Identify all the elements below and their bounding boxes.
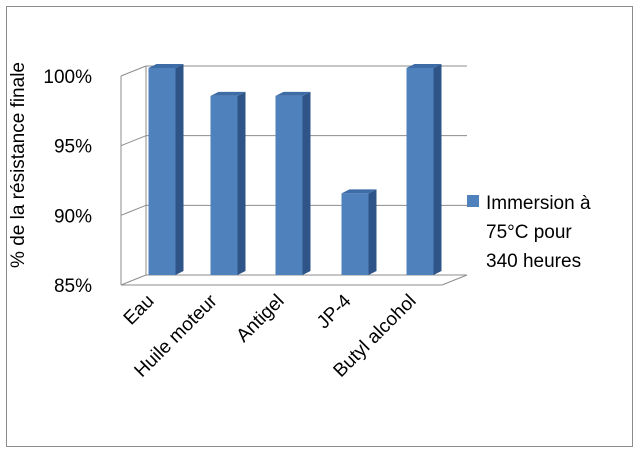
y-axis-ticks: 85% 90% 95% 100%	[43, 67, 92, 297]
y-axis-label: % de la résistance finale	[8, 62, 29, 268]
bar-top	[275, 91, 311, 96]
bar-side	[368, 189, 377, 275]
floor-edge	[441, 274, 468, 286]
bar-front	[210, 95, 238, 275]
bar-top	[341, 189, 377, 194]
bar-side	[433, 64, 442, 275]
y-tick-label: 85%	[54, 276, 92, 297]
bar	[275, 91, 311, 275]
gridline-diagonal	[120, 274, 147, 286]
bar-front	[406, 68, 434, 275]
bar-top	[148, 64, 184, 68]
gridline-diagonal	[120, 135, 147, 147]
bar-side	[302, 91, 311, 275]
y-tick-label: 90%	[54, 206, 92, 227]
legend-swatch	[467, 195, 479, 207]
x-tick-label: Antigel	[233, 291, 289, 347]
bar-top	[210, 91, 246, 96]
bar-side	[175, 64, 184, 275]
bar	[406, 64, 442, 275]
gridline-diagonal	[120, 65, 147, 77]
bar	[341, 189, 377, 275]
bar	[148, 64, 184, 275]
bar-front	[341, 193, 369, 275]
bar	[210, 91, 246, 275]
chart-frame	[6, 6, 633, 447]
bar-side	[237, 91, 246, 275]
x-tick-label: JP-4	[313, 290, 356, 333]
legend-label: Immersion à 75°C pour 340 heures	[486, 193, 591, 272]
y-tick-label: 100%	[43, 67, 92, 88]
bar-front	[148, 68, 176, 275]
gridline-diagonal	[120, 204, 147, 216]
bar-front	[275, 95, 303, 275]
x-tick-label: Eau	[120, 291, 159, 330]
bars	[148, 64, 442, 275]
bar-top	[406, 64, 442, 68]
y-tick-label: 95%	[54, 137, 92, 158]
